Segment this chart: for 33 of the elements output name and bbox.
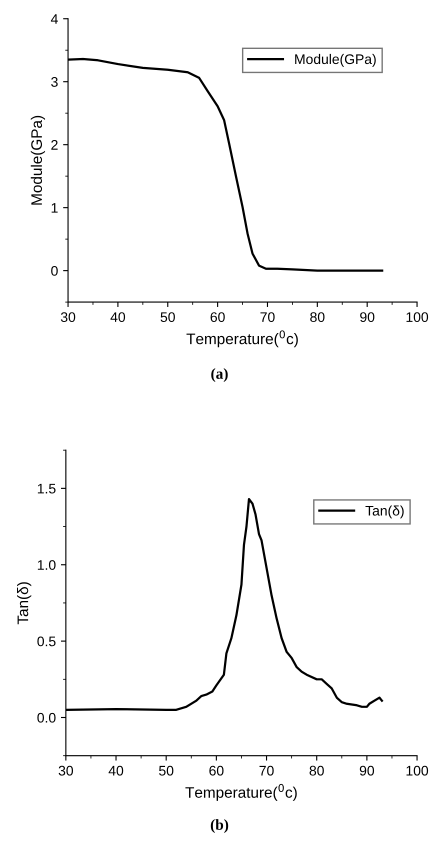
x-tick-label: 30 <box>60 312 76 322</box>
text: (a) <box>211 368 228 382</box>
legend-label: Tan(δ) <box>365 505 404 518</box>
x-tick-label: 100 <box>406 312 428 322</box>
y-tick-label: 3 <box>51 77 58 87</box>
x-tick-label: 30 <box>58 766 74 776</box>
x-tick-label: 50 <box>160 312 175 322</box>
y-tick-label: 2 <box>51 140 58 150</box>
y-tick-label: 4 <box>50 14 58 24</box>
y-tick-label: 1 <box>52 203 58 213</box>
x-tick-label: 70 <box>260 766 274 776</box>
x-axis-title: Temperature($^{0}$c) <box>185 784 297 801</box>
y-axis-title: Tan(δ) <box>17 582 32 624</box>
y-tick-label: 0.0 <box>37 712 56 723</box>
y-tick-label: 0 <box>51 266 58 276</box>
legend-label: Module(GPa) <box>295 54 376 67</box>
y-tick-label: 0.5 <box>37 636 56 646</box>
y-tick-label: 1.5 <box>38 484 56 494</box>
text: (b) <box>210 819 228 833</box>
x-tick-label: 40 <box>110 312 126 322</box>
x-axis-title: Temperature($^{0}$c) <box>186 330 298 348</box>
x-tick-label: 80 <box>310 312 325 322</box>
x-tick-label: 80 <box>310 766 324 776</box>
y-tick-label: 1.0 <box>38 560 56 570</box>
x-tick-label: 90 <box>360 312 374 322</box>
x-tick-label: 60 <box>209 766 224 776</box>
x-tick-label: 60 <box>210 312 225 322</box>
x-tick-label: 90 <box>360 766 374 776</box>
x-tick-label: 100 <box>406 766 428 776</box>
x-tick-label: 70 <box>260 312 275 322</box>
y-axis-title: Module(GPa) <box>30 116 46 205</box>
x-tick-label: 50 <box>159 766 174 776</box>
x-tick-label: 40 <box>108 766 124 776</box>
